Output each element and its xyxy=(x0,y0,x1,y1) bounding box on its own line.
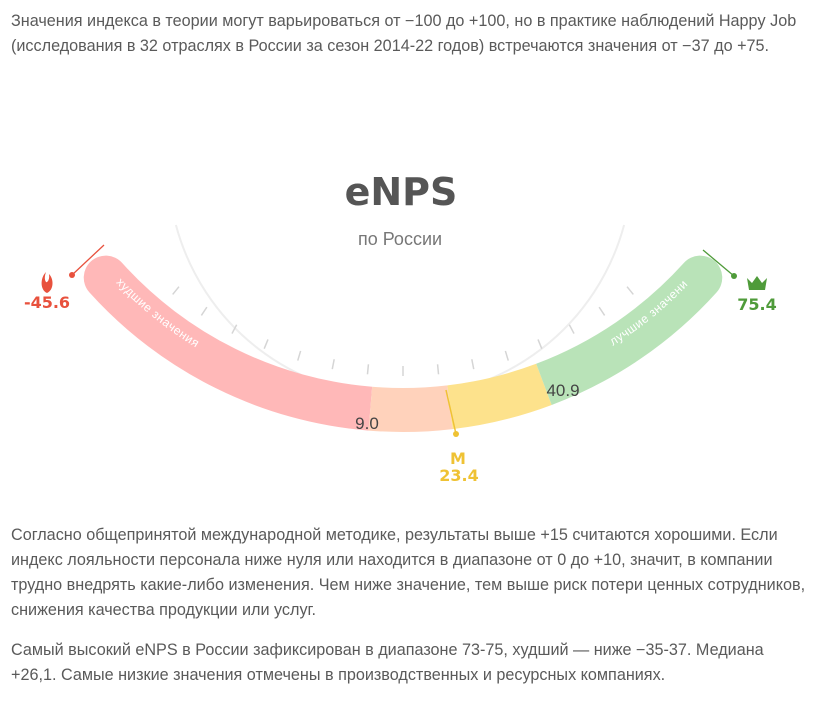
max-leader-dot xyxy=(731,273,737,279)
gauge-segment-1 xyxy=(83,255,373,431)
min-leader-dot xyxy=(69,272,75,278)
gauge-tick xyxy=(504,350,509,361)
gauge-tick xyxy=(366,364,370,375)
chart-title: eNPS xyxy=(345,170,458,214)
gauge-tick xyxy=(172,286,180,295)
gauge-tick xyxy=(263,339,269,349)
max-value-label: 75.4 xyxy=(737,295,776,314)
boundary-label-2: 40.9 xyxy=(546,381,579,400)
median-value-label: 23.4 xyxy=(439,466,478,485)
gauge-segments xyxy=(83,224,723,433)
crown-icon xyxy=(747,276,767,290)
gauge-tick xyxy=(200,306,208,316)
chart-subtitle: по России xyxy=(358,229,442,249)
methodology-paragraph: Согласно общепринятой международной мето… xyxy=(11,526,806,619)
gauge-ticks xyxy=(172,286,634,376)
intro-paragraph: Значения индекса в теории могут варьиров… xyxy=(11,12,797,55)
min-value-label: -45.6 xyxy=(24,293,70,312)
gauge-segment-3 xyxy=(447,363,552,430)
gauge-tick xyxy=(436,364,440,375)
summary-paragraph: Самый высокий eNPS в России зафиксирован… xyxy=(11,641,764,684)
gauge-markers: -45.6 75.4 M23.4 9.0 40.9 xyxy=(24,244,777,485)
gauge-tick xyxy=(471,359,475,370)
gauge-segment-2 xyxy=(368,385,453,433)
median-leader-dot xyxy=(453,431,459,437)
fire-icon xyxy=(41,272,53,293)
median-letter: M xyxy=(450,449,466,468)
boundary-label-1: 9.0 xyxy=(355,414,379,433)
gauge-tick xyxy=(537,339,543,349)
median-leader-line xyxy=(445,389,457,435)
gauge-tick xyxy=(568,324,575,334)
gauge-tick xyxy=(331,359,335,370)
max-leader-line xyxy=(702,249,735,277)
gauge-tick xyxy=(626,286,634,295)
gauge-segment-4 xyxy=(536,255,723,405)
gauge-tick xyxy=(598,306,606,316)
min-leader-line xyxy=(71,244,105,276)
gauge-tick xyxy=(297,350,302,361)
gauge-tick xyxy=(231,324,238,334)
